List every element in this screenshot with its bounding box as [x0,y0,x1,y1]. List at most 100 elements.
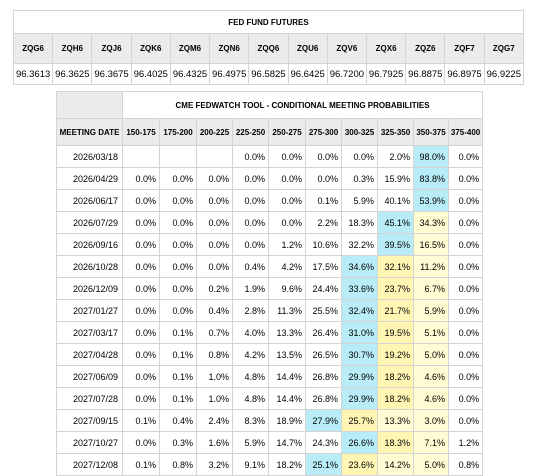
meeting-row: 2026/03/18 0.0% 0.0% 0.0% 0.0% 2.0% 98.0% 0.0% [56,145,484,168]
probability-cell: 0.1% [159,321,197,344]
probability-cell: 0.0% [122,321,160,344]
probability-cell: 13.3% [377,409,414,432]
probability-cell: 0.0% [159,277,197,300]
contract-price: 96.8975 [444,63,485,85]
probability-cell: 0.0% [232,167,269,190]
probability-cell: 18.3% [341,211,378,234]
probability-cell: 0.7% [196,321,233,344]
probability-cell: 32.4% [341,299,378,322]
probability-cell: 0.4% [159,409,197,432]
probability-cell: 17.5% [305,255,342,278]
probability-cell: 5.0% [413,343,449,366]
contract-price: 96.5825 [248,63,289,85]
contract-header: ZQJ6 [91,33,132,64]
meeting-row: 2027/10/27 0.0% 0.3% 1.6% 5.9% 14.7% 24.3% 26.6… [56,431,484,454]
contract-price: 96.4325 [169,63,211,85]
meeting-date: 2026/09/16 [56,233,123,256]
meeting-date: 2027/04/28 [56,343,123,366]
probability-cell: 18.9% [268,409,306,432]
rate-range-header: 225-250 [232,118,269,146]
probability-cell: 5.1% [413,321,449,344]
probability-cell: 0.0% [159,233,197,256]
probability-cell: 26.5% [305,343,342,366]
probability-cell: 24.3% [305,431,342,454]
probability-cell: 29.9% [341,365,378,388]
rate-range-header: 175-200 [159,118,197,146]
probability-cell: 40.1% [377,189,414,212]
meeting-row: 2026/04/29 0.0% 0.0% 0.0% 0.0% 0.0% 0.0% 0.3% 15… [56,167,484,190]
rate-range-header: 350-375 [413,118,449,146]
probability-cell: 18.2% [377,387,414,410]
probability-cell [196,145,233,168]
probability-cell: 2.0% [377,145,414,168]
rate-range-header: 150-175 [122,118,160,146]
meeting-date: 2026/07/29 [56,211,123,234]
probability-cell: 32.1% [377,255,414,278]
probability-cell: 13.5% [268,343,306,366]
meeting-row: 2026/09/16 0.0% 0.0% 0.0% 0.0% 1.2% 10.6% 32.2%… [56,233,484,256]
probability-cell: 0.1% [122,453,160,476]
meeting-row: 2027/03/17 0.0% 0.1% 0.7% 4.0% 13.3% 26.4% 31.0… [56,321,484,344]
probability-cell: 53.9% [413,189,449,212]
contract-price: 96.7925 [365,63,407,85]
meeting-row: 2027/06/09 0.0% 0.1% 1.0% 4.8% 14.4% 26.8% 29.9… [56,365,484,388]
probability-cell: 45.1% [377,211,414,234]
probability-cell: 26.4% [305,321,342,344]
probability-cell: 14.7% [268,431,306,454]
probability-cell: 0.0% [196,255,233,278]
rate-range-header: 300-325 [341,118,378,146]
rate-range-header: 325-350 [377,118,414,146]
contract-header: ZQU6 [287,33,328,64]
probability-cell: 0.0% [232,233,269,256]
contract-header: ZQK6 [130,33,171,64]
probability-cell: 25.1% [305,453,342,476]
probability-cell: 0.0% [447,255,484,278]
probability-cell: 1.9% [232,277,269,300]
probability-cell: 34.3% [413,211,449,234]
fed-fund-futures-table: FED FUND FUTURES ZQG6 ZQH6 ZQJ6 ZQK6 ZQM6 ZQN… [12,10,525,85]
contract-price: 96.9225 [483,63,525,85]
probability-cell: 0.4% [232,255,269,278]
rate-range-header: 275-300 [305,118,342,146]
probability-cell: 4.6% [413,365,449,388]
probability-cell: 2.2% [305,211,342,234]
probability-cell: 27.9% [305,409,342,432]
probability-cell: 4.2% [232,343,269,366]
probability-cell: 0.1% [159,387,197,410]
probability-cell: 21.7% [377,299,414,322]
probability-cell: 0.0% [122,211,160,234]
probability-cell: 30.7% [341,343,378,366]
contract-header: ZQZ6 [405,33,446,64]
probability-cell: 0.0% [305,167,342,190]
probability-cell: 0.0% [447,321,484,344]
probability-cell: 0.0% [122,365,160,388]
probability-cell: 0.0% [447,167,484,190]
probability-cell: 4.8% [232,387,269,410]
meeting-date: 2027/09/15 [56,409,123,432]
probability-cell: 7.1% [413,431,449,454]
probability-cell: 18.3% [377,431,414,454]
contract-price: 96.8875 [405,63,446,85]
probability-cell: 25.7% [341,409,378,432]
probability-cell: 2.8% [232,299,269,322]
probability-cell: 23.7% [377,277,414,300]
contract-price: 96.7200 [326,63,367,85]
probability-cell: 13.3% [268,321,306,344]
probability-cell: 18.2% [268,453,306,476]
probability-cell: 1.6% [196,431,233,454]
meeting-row: 2026/12/09 0.0% 0.0% 0.2% 1.9% 9.6% 24.4% 33.6%… [56,277,484,300]
probability-cell: 0.0% [447,387,484,410]
probability-cell: 0.1% [159,343,197,366]
probability-cell: 0.0% [159,299,197,322]
probability-cell: 0.3% [159,431,197,454]
probability-cell: 0.0% [159,189,197,212]
probability-cell: 0.0% [196,189,233,212]
probability-cell: 0.0% [232,189,269,212]
probability-cell: 0.0% [447,189,484,212]
probability-cell: 14.2% [377,453,414,476]
meeting-row: 2026/07/29 0.0% 0.0% 0.0% 0.0% 0.0% 2.2% 18.3% 4… [56,211,484,234]
contract-header: ZQX6 [365,33,407,64]
probability-cell: 31.0% [341,321,378,344]
probability-cell: 6.7% [413,277,449,300]
contract-header: ZQH6 [52,33,93,64]
